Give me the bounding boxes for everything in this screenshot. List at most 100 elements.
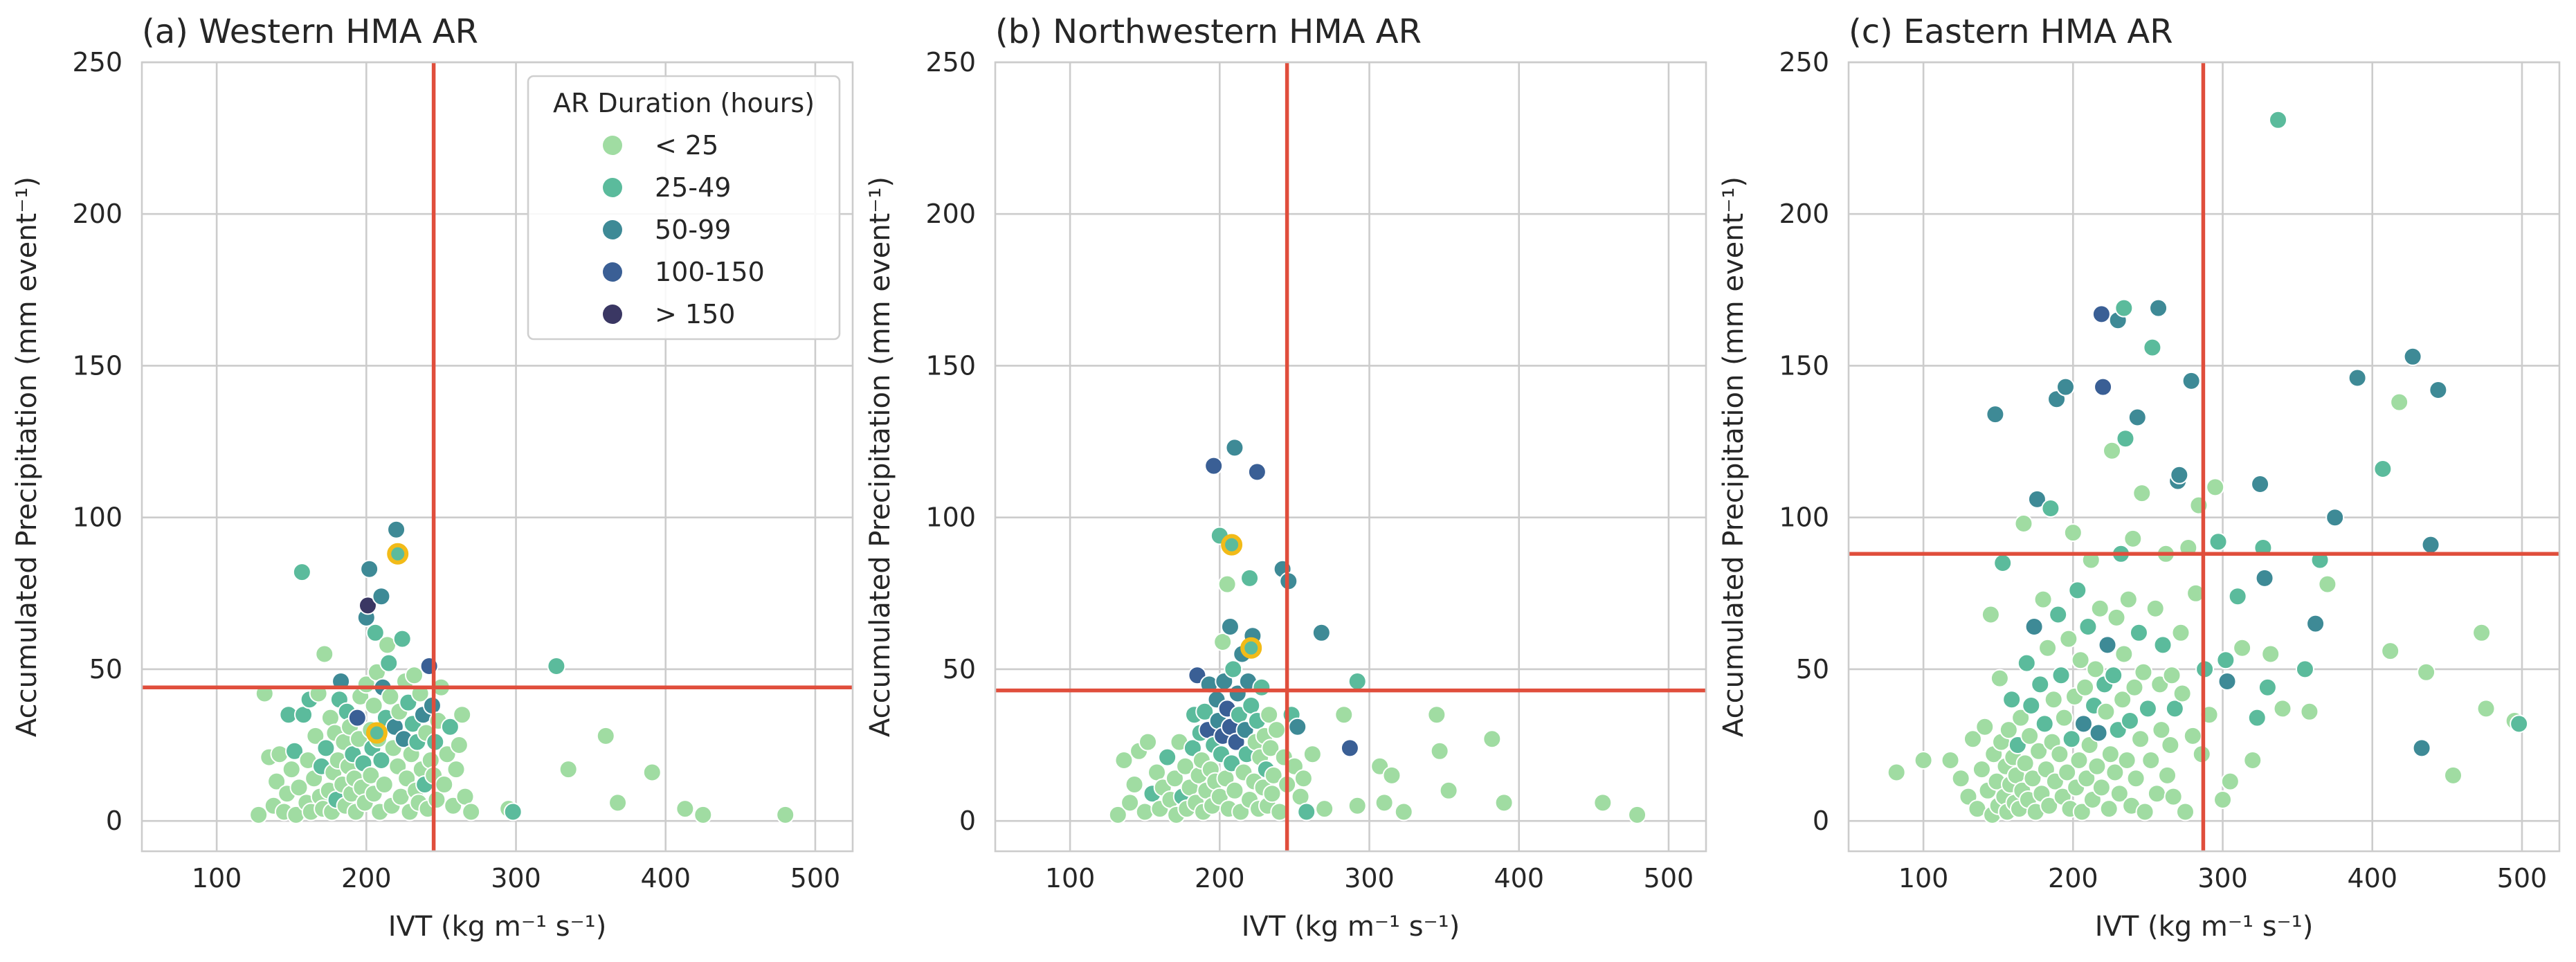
scatter-point — [2063, 523, 2083, 543]
scatter-point — [2017, 653, 2036, 673]
scatter-point — [2069, 750, 2089, 770]
scatter-point — [1975, 717, 1995, 736]
scatter-point — [2390, 392, 2409, 412]
scatter-point — [1941, 750, 1960, 770]
scatter-point — [2306, 614, 2325, 633]
scatter-point — [2041, 499, 2060, 518]
scatter-point — [1165, 769, 1184, 788]
scatter-point — [1993, 553, 2013, 572]
scatter-point — [1220, 617, 1240, 637]
panel-2: 100 200 300 400 500 0 50 100 150 200 250 IVT (kg m⁻… — [1718, 12, 2561, 943]
scatter-point — [372, 750, 391, 770]
scatter-point — [2119, 590, 2138, 609]
scatter-point — [1394, 802, 1413, 822]
y-tick-label: 0 — [959, 806, 976, 836]
scatter-point — [2158, 765, 2177, 785]
scatter-point — [379, 653, 399, 673]
scatter-point — [1348, 796, 1367, 815]
scatter-point — [2090, 599, 2110, 618]
scatter-point — [1225, 438, 1244, 457]
scatter-point — [1375, 793, 1394, 813]
scatter-point — [2138, 699, 2157, 718]
scatter-point — [2141, 750, 2161, 770]
scatter-point — [1963, 729, 1982, 749]
legend-marker — [603, 220, 622, 239]
scatter-point — [2113, 690, 2132, 709]
scatter-point — [2033, 590, 2053, 609]
scatter-point — [2023, 769, 2042, 788]
scatter-point — [2104, 666, 2123, 685]
scatter-point — [1628, 805, 1647, 824]
scatter-point — [2072, 802, 2092, 822]
x-tick-label: 400 — [640, 863, 691, 893]
scatter-point — [2011, 708, 2031, 727]
axes-frame — [1847, 61, 2561, 853]
scatter-point — [2117, 750, 2137, 770]
scatter-point — [2421, 535, 2440, 554]
scatter-point — [1240, 568, 1260, 588]
scatter-point — [2443, 765, 2462, 785]
scatter-point — [2143, 338, 2162, 357]
y-tick-label: 100 — [925, 502, 976, 533]
scatter-point — [2153, 635, 2173, 655]
scatter-point — [1999, 720, 2018, 740]
scatter-point — [2024, 617, 2044, 637]
scatter-point — [381, 687, 400, 706]
scatter-point — [1135, 802, 1154, 822]
x-tick-label: 500 — [790, 863, 841, 893]
scatter-point — [1217, 574, 1237, 594]
scatter-point — [2152, 720, 2171, 740]
y-tick-label: 150 — [72, 350, 123, 381]
scatter-point — [2228, 587, 2247, 606]
scatter-point — [2123, 529, 2143, 548]
scatter-point — [1593, 793, 1613, 813]
scatter-point — [2325, 508, 2345, 527]
x-tick-label: 100 — [1045, 863, 1096, 893]
scatter-point — [1139, 732, 1158, 752]
scatter-point — [2128, 408, 2147, 427]
scatter-point — [2295, 660, 2314, 679]
scatter-point — [405, 666, 424, 685]
scatter-point — [2086, 660, 2105, 679]
scatter-point — [2040, 796, 2059, 815]
scatter-point — [2062, 729, 2081, 749]
scatter-point — [267, 772, 287, 791]
scatter-point — [446, 760, 466, 779]
legend-marker — [603, 262, 622, 282]
scatter-point — [2074, 714, 2093, 734]
highlighted-point — [1240, 637, 1262, 659]
y-tick-label: 150 — [925, 350, 976, 381]
scatter-point — [2161, 736, 2180, 755]
scatter-point — [360, 559, 379, 579]
scatter-point — [2171, 623, 2190, 642]
axes-frame — [994, 61, 1707, 853]
scatter-point — [1261, 738, 1280, 758]
scatter-point — [1224, 660, 1243, 679]
scatter-point — [289, 778, 309, 797]
scatter-point — [1972, 760, 1991, 779]
scatter-point — [2098, 635, 2117, 655]
scatter-point — [2022, 696, 2041, 716]
scatter-point — [1312, 623, 1331, 642]
scatter-point — [2014, 514, 2033, 533]
scatter-point — [2269, 110, 2288, 129]
scatter-point — [547, 657, 566, 676]
scatter-point — [2015, 754, 2035, 773]
panel-0: 100 200 300 400 500 0 50 100 150 200 250 IVT (kg m⁻… — [11, 12, 854, 943]
x-tick-label: 400 — [1494, 863, 1544, 893]
scatter-point — [2020, 726, 2040, 745]
scatter-point — [1108, 805, 1127, 824]
scatter-point — [2381, 642, 2400, 661]
scatter-point — [503, 802, 523, 822]
y-tick-label: 250 — [72, 47, 123, 78]
scatter-point — [2087, 756, 2107, 776]
scatter-point — [2031, 675, 2050, 694]
scatter-point — [2077, 769, 2096, 788]
x-tick-label: 400 — [2347, 863, 2397, 893]
scatter-point — [2114, 644, 2134, 664]
scatter-point — [347, 708, 367, 727]
legend-marker — [603, 178, 622, 197]
scatter-point — [421, 750, 440, 770]
scatter-point — [2038, 638, 2058, 657]
